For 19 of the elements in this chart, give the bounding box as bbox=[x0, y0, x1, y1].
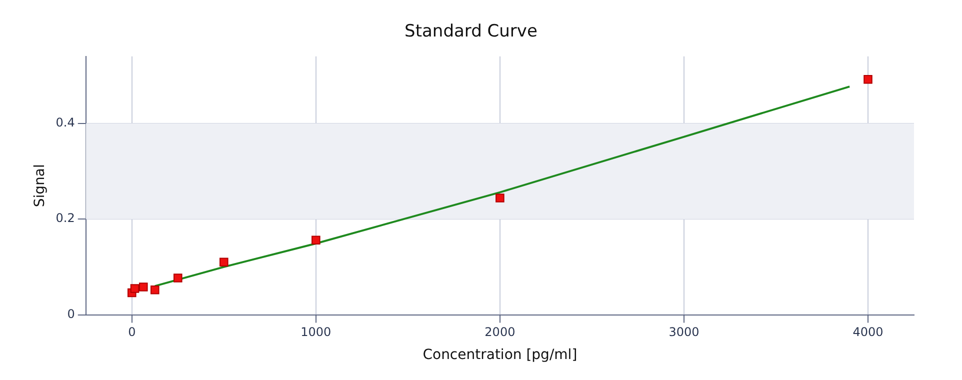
y-axis-title: Signal bbox=[32, 164, 48, 208]
x-axis-title: Concentration [pg/ml] bbox=[422, 347, 578, 364]
x-tick-label: 4000 bbox=[852, 325, 884, 340]
y-tick-label: 0 bbox=[67, 306, 75, 321]
y-tick-label: 0.2 bbox=[56, 211, 75, 226]
x-tick-label: 2000 bbox=[484, 325, 516, 340]
point bbox=[864, 74, 872, 84]
point bbox=[220, 258, 228, 267]
point bbox=[130, 284, 140, 293]
point bbox=[496, 194, 504, 202]
point bbox=[174, 274, 182, 282]
point bbox=[139, 282, 148, 292]
x-tick-label: 0 bbox=[128, 325, 136, 340]
chart-title: Standard Curve bbox=[404, 22, 538, 42]
x-tick-label: 1000 bbox=[300, 325, 332, 340]
y-tick-label: 0.4 bbox=[56, 116, 75, 130]
point bbox=[150, 286, 160, 294]
x-tick-label: 3000 bbox=[668, 325, 700, 340]
point bbox=[312, 236, 320, 245]
